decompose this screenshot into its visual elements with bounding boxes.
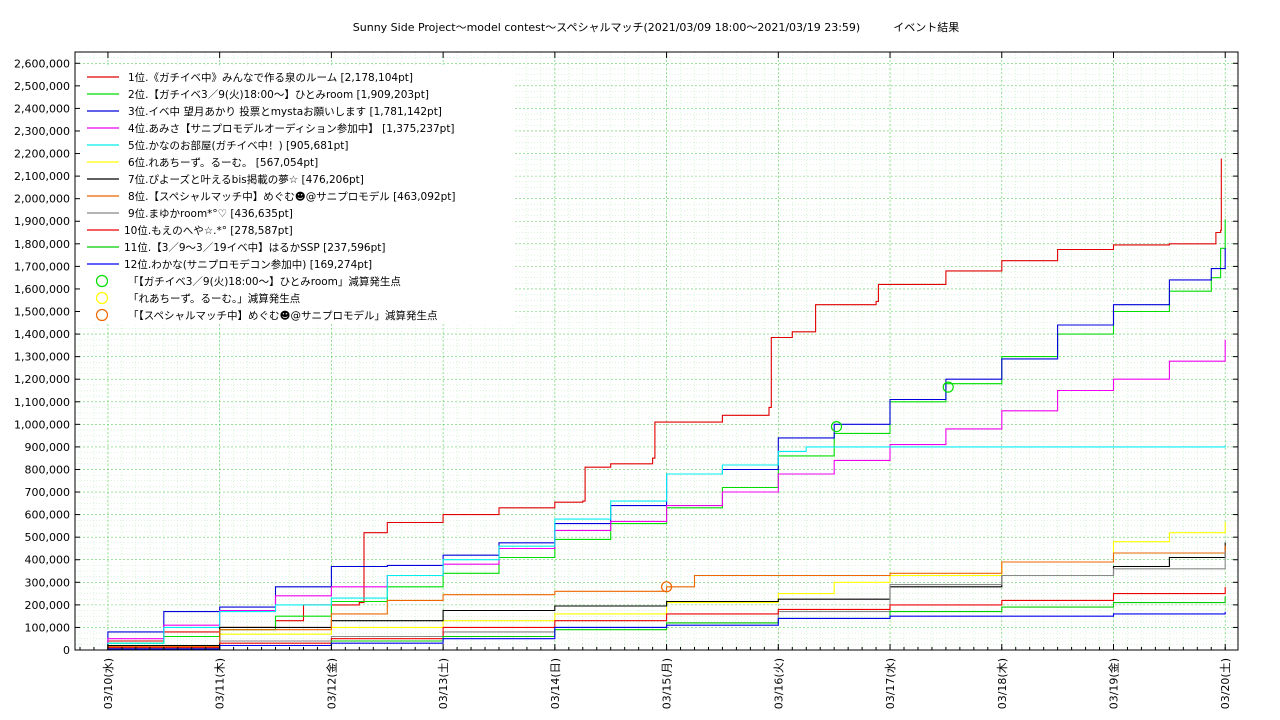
- y-tick-label: 100,000: [25, 621, 71, 634]
- y-tick-label: 200,000: [25, 599, 71, 612]
- axes: 0 100,000 200,000 300,000 400,000 500,000 600,…: [14, 51, 1239, 709]
- y-tick-label: 700,000: [25, 486, 71, 499]
- plot-frame: [74, 51, 1239, 651]
- x-tick-label: 03/13(土): [437, 658, 450, 709]
- x-tick-label: 03/10(水): [102, 658, 115, 709]
- legend-label: 8位.【スペシャルマッチ中】めぐむ☻@サニプロモデル [463,092pt]: [128, 190, 455, 203]
- y-tick-label: 1,800,000: [14, 238, 70, 251]
- deduction-marker-1: [830, 420, 843, 433]
- legend-marker-3: [95, 308, 109, 322]
- x-tick-label: 03/16(火): [772, 658, 785, 709]
- y-tick-label: 1,900,000: [14, 215, 70, 228]
- x-tick-label: 03/19(金): [1106, 658, 1120, 709]
- y-tick-label: 1,500,000: [14, 306, 70, 319]
- y-tick-label: 2,300,000: [14, 125, 70, 138]
- y-tick-label: 2,200,000: [14, 148, 70, 161]
- y-tick-label: 300,000: [25, 576, 71, 589]
- legend-label: 「【ガチイベ3／9(火)18:00～】ひとみroom」減算発生点: [128, 275, 401, 288]
- legend-label: 9位.まゆかroom*°♡ [436,635pt]: [128, 207, 293, 220]
- y-tick-label: 2,500,000: [14, 80, 70, 93]
- series-line-8: [80, 545, 1226, 650]
- legend-label: 1位.《ガチイベ中》みんなで作る泉のルーム [2,178,104pt]: [128, 71, 413, 84]
- x-tick-label: 03/14(日): [549, 658, 562, 709]
- legend-label: 10位.もえのへや☆.*° [278,587pt]: [124, 224, 293, 237]
- legend-marker-2: [95, 291, 109, 305]
- series-line-6: [80, 522, 1226, 650]
- chart-title: Sunny Side Project～model contest～スペシャルマッ…: [352, 21, 960, 34]
- y-tick-label: 1,100,000: [14, 396, 70, 409]
- y-tick-label: 2,000,000: [14, 193, 70, 206]
- series-line-7: [80, 542, 1226, 650]
- series-line-4: [80, 339, 1226, 650]
- x-tick-label: 03/17(水): [884, 658, 897, 709]
- x-tick-label: 03/20(土): [1219, 658, 1232, 709]
- legend-background: [78, 65, 515, 323]
- y-tick-label: 0: [63, 644, 70, 657]
- deduction-marker-3: [660, 581, 673, 593]
- y-tick-label: 900,000: [25, 441, 71, 454]
- y-tick-label: 600,000: [25, 509, 71, 522]
- legend-marker-1: [95, 274, 109, 288]
- y-tick-label: 1,600,000: [14, 283, 70, 296]
- legend-label: 5位.かなのお部屋(ガチイベ中！) [905,681pt]: [128, 139, 348, 152]
- x-tick-label: 03/18(木): [996, 658, 1009, 709]
- y-tick-label: 1,200,000: [14, 373, 70, 386]
- y-tick-label: 800,000: [25, 463, 71, 476]
- y-tick-label: 1,400,000: [14, 328, 70, 341]
- y-tick-label: 1,700,000: [14, 260, 70, 273]
- y-tick-label: 1,000,000: [14, 418, 70, 431]
- x-tick-label: 03/12(金): [324, 658, 338, 709]
- y-tick-label: 2,600,000: [14, 57, 70, 70]
- legend-label: 「【スペシャルマッチ中】めぐむ☻@サニプロモデル」減算発生点: [128, 309, 437, 322]
- y-tick-label: 2,400,000: [14, 102, 70, 115]
- x-tick-label: 03/15(月): [661, 658, 674, 709]
- y-tick-label: 1,300,000: [14, 351, 70, 364]
- legend-label: 2位.【ガチイベ3／9(火)18:00～】ひとみroom [1,909,203p…: [128, 88, 429, 101]
- x-tick-label: 03/11(木): [214, 658, 227, 709]
- legend-label: 4位.あみさ【サニプロモデルオーディション参加中】 [1,375,237pt]: [128, 122, 455, 135]
- legend-label: 「れあちーず。るーむ。」減算発生点: [128, 292, 300, 305]
- legend-label: 7位.ぴよーズと叶えるbis掲載の夢☆ [476,206pt]: [128, 173, 364, 186]
- legend-label: 6位.れあちーず。るーむ。 [567,054pt]: [128, 156, 318, 169]
- legend-label: 11位.【3／9～3／19イベ中】はるかSSP [237,596pt]: [124, 241, 386, 254]
- marker-layer: [660, 381, 954, 593]
- deduction-marker-1: [942, 381, 954, 393]
- legend: 1位.《ガチイベ中》みんなで作る泉のルーム [2,178,104pt] 2位.【ガ…: [78, 65, 515, 323]
- y-tick-label: 400,000: [25, 554, 71, 567]
- y-tick-label: 500,000: [25, 531, 71, 544]
- legend-label: 3位.イベ中 望月あかり 投票とmystaお願いします [1,781,142pt…: [128, 105, 442, 118]
- y-tick-label: 2,100,000: [14, 170, 70, 183]
- legend-label: 12位.わかな(サニプロモデコン参加中) [169,274pt]: [124, 258, 372, 271]
- series-line-2: [80, 219, 1226, 650]
